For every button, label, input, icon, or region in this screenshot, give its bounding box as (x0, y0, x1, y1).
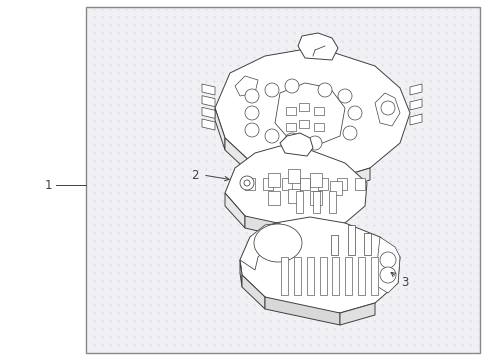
Polygon shape (355, 178, 365, 190)
Bar (288, 189, 300, 203)
Circle shape (265, 83, 279, 97)
Polygon shape (263, 178, 273, 190)
Circle shape (381, 101, 395, 115)
Polygon shape (298, 33, 338, 60)
Bar (286, 107, 296, 115)
Polygon shape (202, 119, 215, 130)
Bar (371, 257, 378, 295)
Polygon shape (410, 99, 422, 110)
Bar (330, 181, 342, 195)
Bar (307, 257, 314, 295)
Circle shape (380, 252, 396, 268)
Ellipse shape (254, 224, 302, 262)
Polygon shape (410, 114, 422, 125)
Bar (331, 235, 338, 255)
Text: 1: 1 (44, 179, 52, 192)
Polygon shape (225, 193, 245, 228)
Polygon shape (245, 178, 255, 190)
Text: 3: 3 (401, 275, 409, 288)
Circle shape (245, 123, 259, 137)
Circle shape (343, 126, 357, 140)
Bar (332, 257, 340, 295)
Polygon shape (310, 223, 345, 243)
Circle shape (265, 129, 279, 143)
Bar (286, 123, 296, 131)
Polygon shape (202, 84, 215, 95)
Bar (296, 191, 303, 213)
Circle shape (348, 106, 362, 120)
Bar (314, 123, 324, 131)
Bar (364, 233, 371, 255)
Circle shape (380, 267, 396, 283)
Polygon shape (375, 237, 400, 293)
Polygon shape (245, 216, 310, 243)
Bar (294, 257, 301, 295)
Polygon shape (215, 50, 410, 180)
Polygon shape (202, 96, 215, 107)
Circle shape (244, 180, 250, 186)
Bar (314, 107, 324, 115)
Polygon shape (375, 93, 400, 126)
Bar (345, 257, 352, 295)
Polygon shape (215, 108, 225, 150)
Bar (310, 173, 322, 187)
Polygon shape (280, 133, 313, 156)
Circle shape (245, 89, 259, 103)
Bar (86, 7, 480, 353)
Polygon shape (340, 303, 375, 325)
Polygon shape (225, 146, 367, 230)
Bar (329, 191, 336, 213)
Circle shape (338, 89, 352, 103)
Bar (268, 173, 280, 187)
Circle shape (245, 106, 259, 120)
Polygon shape (318, 178, 328, 190)
Polygon shape (337, 178, 346, 190)
Bar (313, 191, 320, 213)
Polygon shape (255, 166, 330, 192)
Polygon shape (235, 76, 258, 96)
Polygon shape (242, 275, 265, 309)
Text: 2: 2 (191, 168, 199, 181)
Bar (310, 191, 322, 205)
Circle shape (318, 83, 332, 97)
Polygon shape (225, 138, 255, 178)
Polygon shape (330, 168, 370, 192)
Bar (319, 257, 326, 295)
Polygon shape (240, 217, 400, 313)
Polygon shape (240, 260, 242, 287)
Bar (299, 120, 309, 128)
Circle shape (308, 136, 322, 150)
Polygon shape (265, 297, 340, 325)
Polygon shape (275, 83, 345, 146)
Circle shape (285, 79, 299, 93)
Bar (288, 169, 300, 183)
Polygon shape (300, 178, 310, 190)
Bar (268, 191, 280, 205)
Circle shape (240, 176, 254, 190)
Bar (348, 225, 355, 255)
Bar (299, 103, 309, 111)
Polygon shape (240, 223, 280, 270)
Polygon shape (202, 107, 215, 118)
Polygon shape (410, 84, 422, 95)
Bar (358, 257, 365, 295)
Bar (281, 257, 288, 295)
Circle shape (285, 133, 299, 147)
Polygon shape (282, 178, 292, 190)
